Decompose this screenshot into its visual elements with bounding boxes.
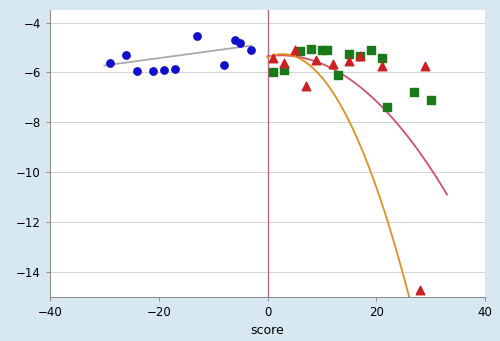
Point — [280, 67, 288, 73]
Point — [302, 84, 310, 89]
Point — [367, 47, 375, 53]
Point — [106, 60, 114, 65]
Point — [307, 46, 315, 51]
Point — [378, 55, 386, 60]
Point — [329, 61, 337, 66]
Point — [150, 69, 158, 74]
Point — [416, 288, 424, 293]
Point — [269, 70, 277, 75]
Point — [290, 47, 298, 53]
Point — [318, 47, 326, 53]
Point — [383, 105, 391, 110]
Point — [324, 47, 332, 53]
Point — [356, 54, 364, 59]
Point — [345, 51, 353, 57]
Point — [133, 69, 141, 74]
Point — [426, 97, 434, 103]
Point — [356, 54, 364, 59]
Point — [421, 63, 429, 69]
Point — [410, 90, 418, 95]
Point — [269, 55, 277, 60]
Point — [122, 52, 130, 58]
Point — [247, 47, 255, 53]
Point — [220, 62, 228, 68]
Point — [171, 66, 179, 72]
Point — [334, 72, 342, 78]
Point — [231, 38, 239, 43]
Point — [378, 63, 386, 69]
Point — [160, 67, 168, 73]
Point — [280, 60, 288, 65]
Point — [193, 34, 201, 39]
Point — [296, 49, 304, 54]
Point — [345, 59, 353, 64]
X-axis label: score: score — [250, 324, 284, 337]
Point — [236, 40, 244, 45]
Point — [312, 57, 320, 63]
